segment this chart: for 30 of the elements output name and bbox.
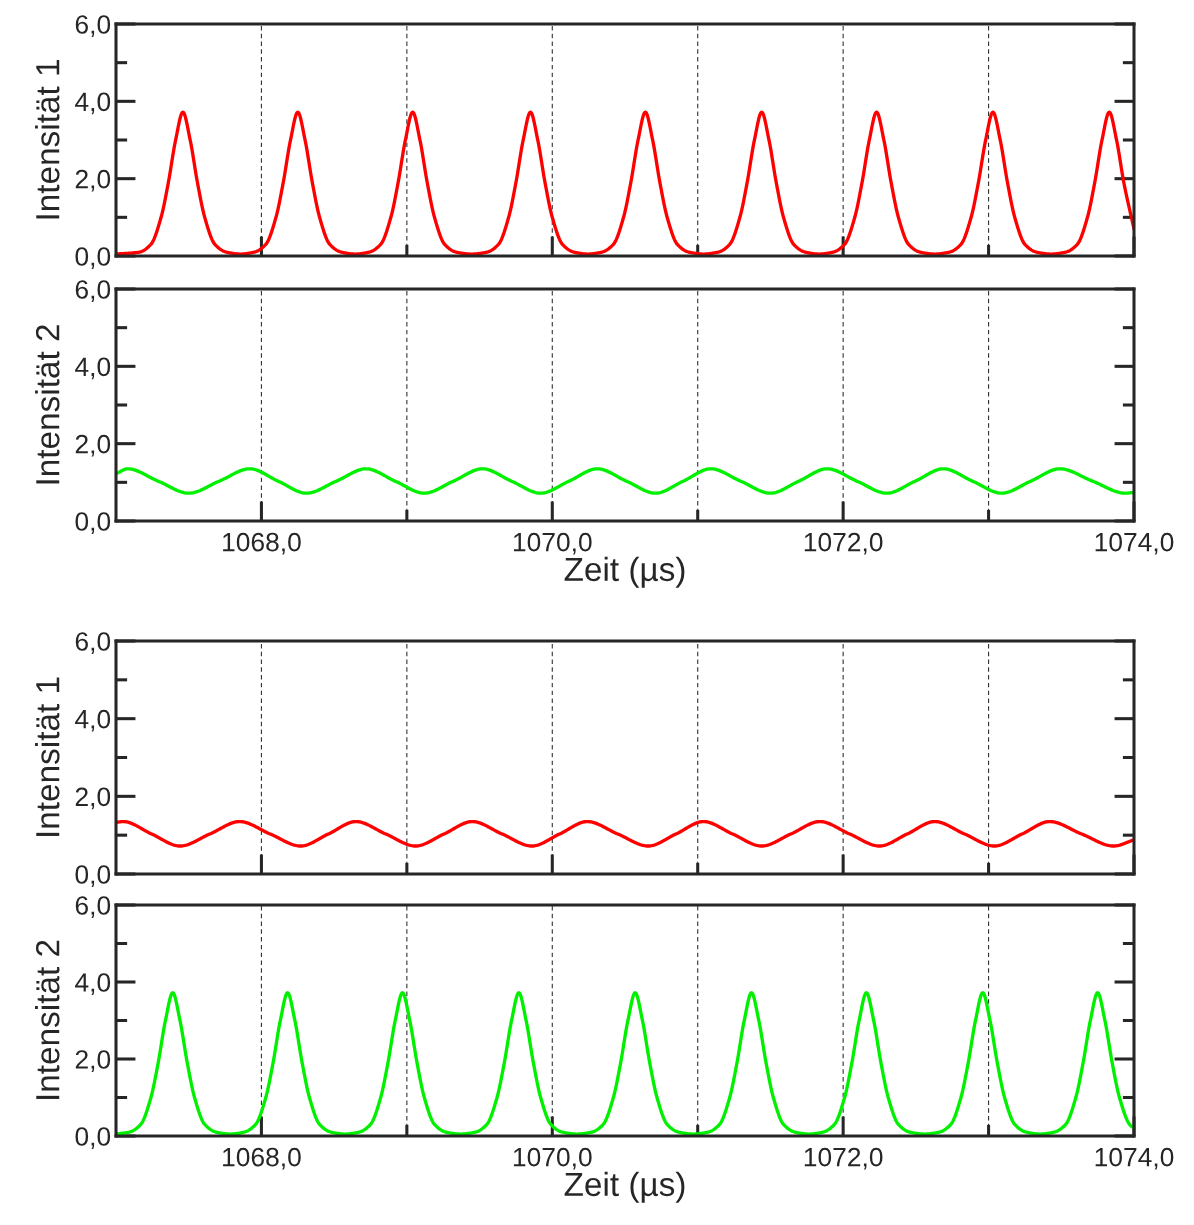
y-axis-title: Intensität 1 <box>35 677 60 836</box>
y-tick-label: 2,0 <box>75 787 111 810</box>
x-axis-title: Zeit (µs) <box>564 556 685 588</box>
y-tick-label: 2,0 <box>75 434 111 457</box>
y-tick-label: 0,0 <box>75 247 111 269</box>
x-tick-label: 1070,0 <box>513 1147 592 1170</box>
y-tick-label: 6,0 <box>75 280 111 302</box>
y-tick-label: 6,0 <box>75 15 111 37</box>
y-axis-title: Intensität 1 <box>35 60 60 219</box>
y-tick-label: 6,0 <box>75 896 111 918</box>
y-axis-title: Intensität 2 <box>35 940 60 1099</box>
y-axis-title: Intensität 2 <box>35 325 60 484</box>
x-tick-label: 1072,0 <box>804 1147 883 1170</box>
x-tick-label: 1074,0 <box>1095 1147 1174 1170</box>
x-tick-label: 1068,0 <box>223 1147 301 1170</box>
y-tick-label: 0,0 <box>75 1127 111 1149</box>
y-tick-label: 0,0 <box>75 865 111 887</box>
y-tick-label: 4,0 <box>75 92 111 115</box>
x-tick-label: 1068,0 <box>223 532 301 555</box>
x-tick-label: 1070,0 <box>513 532 592 555</box>
x-tick-label: 1072,0 <box>804 532 883 555</box>
x-axis-title: Zeit (µs) <box>564 1171 685 1203</box>
y-tick-label: 6,0 <box>75 632 111 654</box>
y-tick-label: 2,0 <box>75 169 111 192</box>
y-tick-label: 4,0 <box>75 709 111 732</box>
y-tick-label: 0,0 <box>75 512 111 534</box>
x-tick-label: 1074,0 <box>1095 532 1174 555</box>
y-tick-label: 4,0 <box>75 973 111 995</box>
y-tick-label: 4,0 <box>75 357 111 380</box>
y-tick-label: 2,0 <box>75 1050 111 1072</box>
